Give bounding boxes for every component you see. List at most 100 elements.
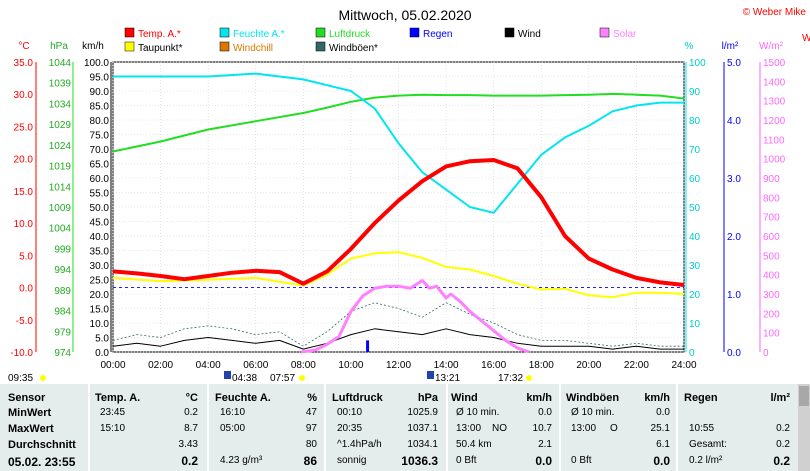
time-tick: 16:00: [481, 360, 506, 371]
time-tick: 20:00: [576, 360, 601, 371]
temp-tick: 30.0: [14, 90, 34, 101]
solar-tick: 1500: [763, 58, 786, 69]
scrollbar[interactable]: [798, 384, 810, 471]
temp-axis-unit: °C: [18, 41, 29, 52]
stats-wind-value: 2.1: [538, 439, 552, 450]
rain-tick: 4.0: [727, 116, 741, 127]
wind-tick: 40.0: [90, 232, 110, 243]
stats-gust-value: 6.1: [656, 439, 670, 450]
rain-axis-unit: l/m²: [722, 41, 739, 52]
stats-header-sensor: Sensor: [8, 392, 46, 404]
legend-label: Feuchte A.*: [233, 29, 285, 40]
stats-rain-time: 10:55: [689, 423, 715, 434]
pressure-tick: 1039: [49, 79, 72, 90]
wind-series-line: [112, 328, 684, 350]
solar-tick: 1400: [763, 77, 786, 88]
wind-tick: 20.0: [90, 290, 110, 301]
stats-header-temp-unit: °C: [185, 392, 198, 404]
stats-hum-time: 4.23 g/m³: [220, 455, 263, 466]
temp-tick: 10.0: [14, 219, 34, 230]
stats-header-wind: Wind: [451, 392, 478, 404]
stats-rain-time: 0.2 l/m²: [689, 455, 723, 466]
stats-temp-time: 23:45: [100, 407, 126, 418]
humidity-tick: 70: [689, 145, 701, 156]
stats-header-gust: Windböen: [566, 392, 620, 404]
stats-header-press-unit: hPa: [417, 392, 438, 404]
column-separator: [207, 384, 209, 471]
time-tick: 04:00: [196, 360, 221, 371]
rain-tick: 1.0: [727, 290, 741, 301]
humidity-tick: 20: [689, 290, 701, 301]
pressure-tick: 979: [54, 327, 71, 338]
wind-axis-unit: km/h: [82, 41, 104, 52]
time-tick: 10:00: [338, 360, 363, 371]
temp-tick: -10.0: [10, 348, 33, 359]
pressure-axis-unit: hPa: [50, 41, 68, 52]
legend-label: Solar: [613, 29, 637, 40]
stats-gust-value: 0.0: [656, 407, 670, 418]
solar-noon-time: 13:21: [435, 373, 460, 384]
stats-rain-time: Gesamt:: [689, 439, 727, 450]
rain-tick: 0.0: [727, 348, 741, 359]
legend-swatch: [219, 27, 230, 38]
humidity-tick: 90: [689, 87, 701, 98]
wind-tick: 10.0: [90, 319, 110, 330]
pressure-tick: 1044: [49, 58, 72, 69]
column-separator: [446, 384, 448, 471]
legend-swatch: [219, 41, 230, 52]
column-separator: [88, 384, 90, 471]
update-time: 09:35: [8, 373, 33, 384]
stats-temp-value: 3.43: [178, 439, 198, 450]
sunrise2-time: 07:57: [270, 373, 295, 384]
wind-tick: 80.0: [90, 116, 110, 127]
time-markers: 09:35 04:38 07:57 13:21 17:32: [8, 371, 532, 384]
stats-row-label: MinWert: [8, 407, 52, 419]
sun-marker-icon: [526, 375, 532, 381]
stats-row-label: Durchschnitt: [8, 439, 76, 451]
sunrise-icon: [224, 371, 231, 379]
scrollbar-thumb[interactable]: [799, 386, 809, 406]
pressure-tick: 984: [54, 307, 71, 318]
time-tick: 24:00: [671, 360, 696, 371]
wind-tick: 90.0: [90, 87, 110, 98]
stats-gust-direction: O: [610, 423, 618, 434]
temp-tick: 5.0: [19, 251, 33, 262]
wind-tick: 35.0: [90, 247, 110, 258]
pressure-series-line: [112, 92, 685, 153]
solar-tick: 100: [763, 329, 780, 340]
sunrise-time: 04:38: [232, 373, 257, 384]
humidity-tick: 100: [689, 58, 706, 69]
rain-tick: 3.0: [727, 174, 741, 185]
wind-tick: 50.0: [90, 203, 110, 214]
solar-tick: 200: [763, 309, 780, 320]
temp-tick: -5.0: [16, 316, 34, 327]
time-tick: 14:00: [434, 360, 459, 371]
solar-tick: 800: [763, 193, 780, 204]
stats-rain-value: 0.2: [776, 423, 790, 434]
stats-hum-time: 05:00: [220, 423, 246, 434]
humidity-tick: 0: [689, 348, 695, 359]
stats-hum-value: 97: [305, 423, 317, 434]
stats-header-hum-unit: %: [307, 392, 317, 404]
stats-header-wind-unit: km/h: [526, 392, 552, 404]
temp-tick: 25.0: [14, 122, 34, 133]
chart-title: Mittwoch, 05.02.2020: [338, 7, 471, 23]
plot-area: [112, 72, 685, 354]
time-tick: 22:00: [624, 360, 649, 371]
stats-temp-value: 0.2: [184, 407, 198, 418]
solar-noon-icon: [427, 371, 434, 379]
solar-tick: 900: [763, 174, 780, 185]
rain-tick: 5.0: [727, 58, 741, 69]
solar-tick: 700: [763, 213, 780, 224]
wind-tick: 85.0: [90, 102, 110, 113]
humidity-tick: 50: [689, 203, 701, 214]
column-separator: [324, 384, 326, 471]
wind-tick: 5.0: [95, 334, 109, 345]
solar-tick: 500: [763, 251, 780, 262]
humidity-series-line: [113, 72, 684, 214]
legend-label: Temp. A.*: [138, 29, 181, 40]
solar-series-line: [300, 279, 530, 354]
legend-swatch: [124, 27, 135, 38]
chart-legend: Temp. A.* Feuchte A.* Luftdruck Regen Wind So…: [124, 27, 637, 54]
humidity-axis-unit: %: [685, 41, 694, 52]
